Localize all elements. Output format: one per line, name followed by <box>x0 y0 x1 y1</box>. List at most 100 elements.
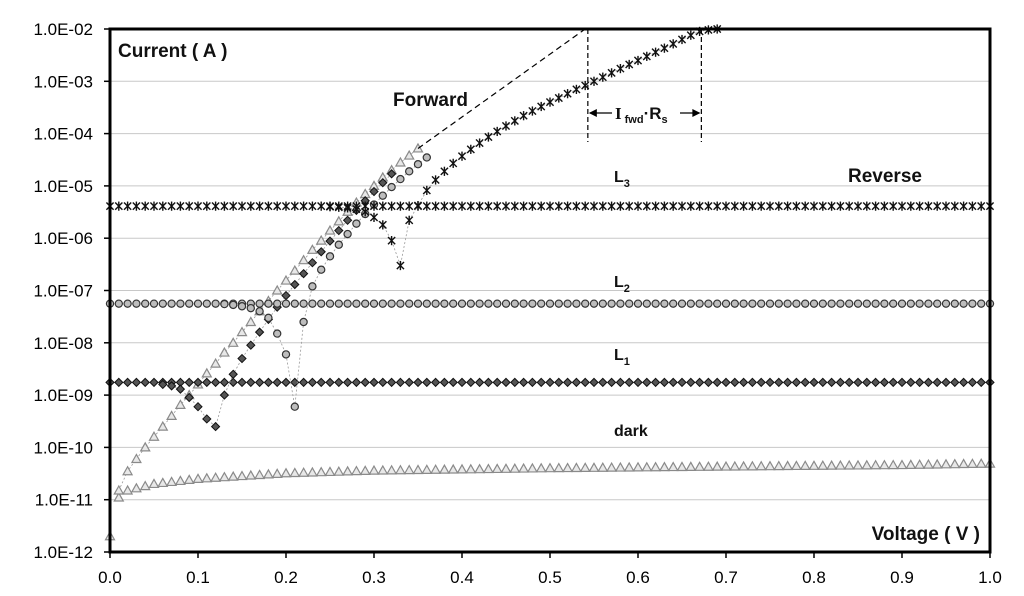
triangle-marker <box>500 463 512 473</box>
triangle-marker <box>667 461 679 472</box>
triangle-marker <box>350 465 362 476</box>
star-marker <box>211 201 220 211</box>
triangle-marker <box>394 464 406 475</box>
triangle-marker <box>289 467 301 478</box>
triangle-marker <box>782 460 794 471</box>
circle-marker <box>792 299 801 308</box>
circle-marker <box>325 252 335 261</box>
circle-marker <box>264 299 273 308</box>
diamond-marker <box>782 377 793 388</box>
x-axis-ticks: 0.0 0.1 0.2 0.3 0.4 0.5 0.6 0.7 0.8 0.9 1.0 <box>98 552 1002 587</box>
y-tick-label: 1.0E-05 <box>33 177 93 196</box>
circle-marker <box>220 299 229 309</box>
x-tick-label: 0.3 <box>362 568 386 587</box>
star-marker <box>809 201 819 211</box>
star-marker <box>721 201 731 211</box>
star-marker <box>853 201 863 211</box>
circle-marker <box>264 313 273 323</box>
star-marker <box>818 201 827 211</box>
circle-marker <box>924 299 933 308</box>
triangle-marker <box>271 284 283 295</box>
circle-marker <box>132 299 141 308</box>
diamond-marker <box>114 377 124 388</box>
diamond-marker <box>492 377 502 388</box>
diamond-marker <box>686 377 696 388</box>
circle-marker <box>352 219 361 228</box>
circle-marker <box>589 299 599 308</box>
forward-connector <box>224 157 428 407</box>
circle-marker <box>396 174 405 184</box>
diamond-marker <box>378 178 388 188</box>
triangle-marker <box>447 463 459 474</box>
triangle-marker <box>113 491 125 502</box>
diamond-marker <box>615 377 626 388</box>
triangle-marker <box>333 465 345 476</box>
diamond-marker <box>193 401 203 412</box>
diamond-marker <box>650 377 661 388</box>
circle-marker <box>114 299 124 308</box>
triangle-marker <box>245 316 257 327</box>
diamond-marker <box>668 377 678 388</box>
diamond-marker <box>263 377 274 388</box>
circle-marker <box>968 299 977 308</box>
triangle-marker <box>878 459 890 470</box>
star-marker <box>528 201 537 211</box>
diamond-marker <box>298 268 309 279</box>
star-marker <box>422 185 431 196</box>
triangle-marker <box>254 469 266 480</box>
triangle-marker <box>262 468 274 479</box>
star-marker <box>475 201 484 211</box>
diamond-marker <box>439 377 450 388</box>
triangle-marker <box>421 464 433 474</box>
circle-marker <box>378 299 387 308</box>
diamond-marker <box>202 377 212 388</box>
diamond-marker <box>290 279 300 290</box>
diamond-marker <box>219 390 230 400</box>
diamond-marker <box>474 377 485 388</box>
star-marker <box>484 201 493 211</box>
triangle-marker <box>949 458 961 469</box>
star-marker <box>897 201 907 211</box>
circle-marker <box>167 299 176 308</box>
triangle-marker <box>438 463 450 474</box>
star-marker <box>440 201 449 211</box>
star-marker <box>202 201 211 211</box>
triangle-marker <box>210 357 222 368</box>
circle-marker <box>369 299 379 308</box>
triangle-marker <box>403 149 415 160</box>
triangle-marker <box>914 459 926 469</box>
circle-marker <box>387 299 396 308</box>
series-circle <box>105 153 995 411</box>
circle-marker <box>343 229 352 239</box>
star-marker <box>519 201 528 211</box>
triangle-marker <box>614 461 626 472</box>
annotation-forward: Forward <box>393 90 468 111</box>
diamond-marker <box>765 377 775 388</box>
diamond-marker <box>122 377 133 388</box>
star-marker <box>836 201 845 211</box>
star-marker <box>237 201 247 211</box>
y-tick-label: 1.0E-07 <box>33 282 93 301</box>
triangle-marker <box>702 461 714 471</box>
triangle-marker <box>324 466 336 477</box>
triangle-marker <box>201 472 213 483</box>
triangle-marker <box>342 465 354 476</box>
star-marker <box>141 201 150 211</box>
circle-marker <box>871 299 880 308</box>
circle-marker <box>176 299 185 308</box>
diamond-marker <box>976 377 986 388</box>
triangle-marker <box>174 475 186 486</box>
circle-marker <box>273 329 282 338</box>
circle-marker <box>950 299 960 308</box>
star-marker <box>845 201 854 211</box>
triangle-marker <box>861 459 873 470</box>
triangle-marker <box>931 458 943 469</box>
triangle-marker <box>113 484 125 495</box>
star-marker <box>607 68 616 78</box>
triangle-marker <box>755 460 767 471</box>
triangle-marker <box>975 458 987 468</box>
diamond-marker <box>633 377 643 388</box>
circle-marker <box>334 299 343 308</box>
triangle-marker <box>509 462 521 473</box>
star-marker <box>352 204 361 214</box>
